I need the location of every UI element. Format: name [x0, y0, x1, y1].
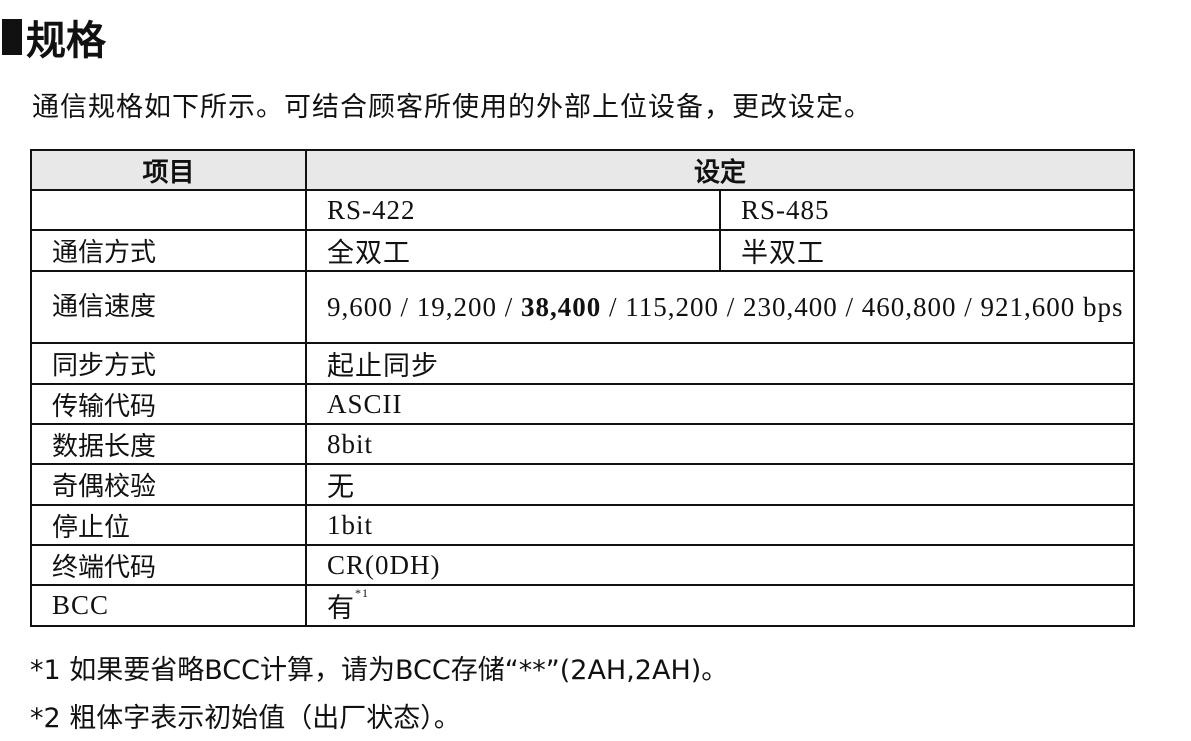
- row-value: ASCII: [305, 383, 1135, 425]
- table-row: 通信速度 9,600 / 19,200 / 38,400 / 115,200 /…: [30, 270, 1135, 344]
- row-value: 半双工: [719, 229, 1135, 272]
- row-label: 终端代码: [30, 544, 307, 586]
- row-label: 停止位: [30, 504, 307, 546]
- row-value: 起止同步: [305, 342, 1135, 385]
- row-label: BCC: [30, 584, 307, 627]
- table-row: 终端代码 CR(0DH): [30, 544, 1135, 586]
- row-value: 8bit: [305, 423, 1135, 465]
- spec-table: 项目 设定 RS-422 RS-485 通信方式 全双工 半双工 通信速度 9,…: [30, 149, 1135, 627]
- row-label: 同步方式: [30, 342, 307, 385]
- intro-text: 通信规格如下所示。可结合顾客所使用的外部上位设备，更改设定。: [32, 92, 872, 123]
- empty-cell: [30, 189, 307, 231]
- rs485-cell: RS-485: [719, 189, 1135, 231]
- table-row: 通信方式 全双工 半双工: [30, 229, 1135, 272]
- footnote-ref: *1: [355, 586, 369, 600]
- title-text: 规格: [26, 18, 106, 64]
- table-row: 同步方式 起止同步: [30, 342, 1135, 385]
- rs422-cell: RS-422: [305, 189, 721, 231]
- default-speed: 38,400: [521, 292, 602, 322]
- speed-text: 9,600 / 19,200 /: [327, 292, 522, 322]
- table-row: 传输代码 ASCII: [30, 383, 1135, 425]
- footnote-2: *2 粗体字表示初始值（出厂状态）。: [30, 703, 461, 734]
- table-row: BCC 有*1: [30, 584, 1135, 627]
- table-row: RS-422 RS-485: [30, 189, 1135, 231]
- row-value: 无: [305, 463, 1135, 506]
- speed-value: 9,600 / 19,200 / 38,400 / 115,200 / 230,…: [305, 270, 1135, 344]
- header-item: 项目: [30, 149, 307, 191]
- speed-text: / 115,200 / 230,400 / 460,800 / 921,600 …: [601, 292, 1124, 322]
- row-value: 全双工: [305, 229, 721, 272]
- row-value: CR(0DH): [305, 544, 1135, 586]
- table-row: 奇偶校验无: [30, 463, 1135, 506]
- footnote-1: *1 如果要省略BCC计算，请为BCC存储“**”(2AH,2AH)。: [30, 655, 729, 686]
- section-title: 规格: [2, 8, 106, 66]
- row-label: 传输代码: [30, 383, 307, 425]
- header-row: 项目 设定: [30, 149, 1135, 191]
- bcc-value: 有: [327, 593, 355, 623]
- table-row: 数据长度 8bit: [30, 423, 1135, 465]
- row-label: 通信方式: [30, 229, 307, 272]
- row-value: 有*1: [305, 584, 1135, 627]
- row-label: 数据长度: [30, 423, 307, 465]
- header-setting: 设定: [305, 149, 1135, 191]
- row-value: 1bit: [305, 504, 1135, 546]
- row-label: 奇偶校验: [30, 463, 307, 506]
- table-row: 停止位 1bit: [30, 504, 1135, 546]
- square-bullet-icon: [2, 19, 22, 55]
- row-label: 通信速度: [30, 270, 307, 344]
